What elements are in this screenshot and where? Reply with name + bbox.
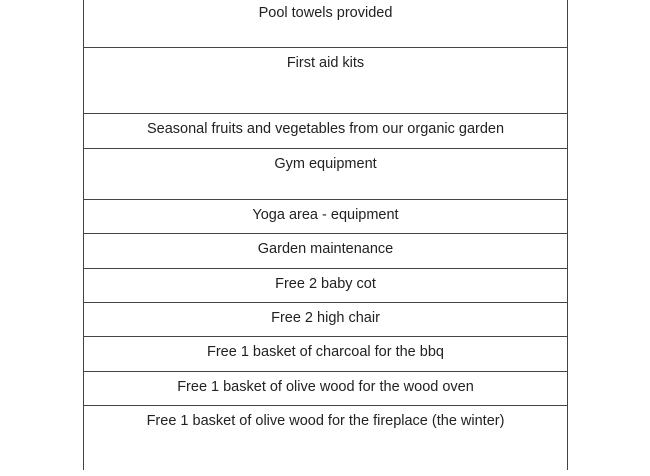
cell-text: Pool towels provided: [258, 5, 393, 21]
cell-text: Free 1 basket of olive wood for the wood…: [177, 379, 474, 395]
cell-text: Free 1 basket of olive wood for the fire…: [146, 413, 505, 429]
table-row: Pool towels provided: [84, 0, 567, 48]
table-row: Free 1 basket of olive wood for the wood…: [84, 372, 567, 406]
table-row: First aid kits: [84, 48, 567, 114]
cell-text: Free 2 high chair: [271, 310, 380, 326]
cell-text: Garden maintenance: [257, 241, 394, 257]
table-row: Free 2 baby cot: [84, 269, 567, 303]
table-row: Free 2 high chair: [84, 303, 567, 337]
table-row: Gym equipment: [84, 149, 567, 200]
cell-text: Yoga area - equipment: [252, 207, 399, 223]
table-row: Garden maintenance: [84, 234, 567, 269]
table-row: Free 1 basket of olive wood for the fire…: [84, 406, 567, 476]
cell-text: Free 1 basket of charcoal for the bbq: [207, 344, 444, 360]
cell-text: First aid kits: [286, 55, 365, 71]
table-row: Yoga area - equipment: [84, 200, 567, 234]
cell-text: Free 2 baby cot: [275, 276, 376, 292]
cell-text: Seasonal fruits and vegetables from our …: [146, 121, 505, 137]
amenities-table: Pool towels provided First aid kits Seas…: [83, 0, 568, 470]
cell-text: Gym equipment: [274, 156, 377, 172]
table-row: Seasonal fruits and vegetables from our …: [84, 114, 567, 149]
table-row: Free 1 basket of charcoal for the bbq: [84, 337, 567, 372]
